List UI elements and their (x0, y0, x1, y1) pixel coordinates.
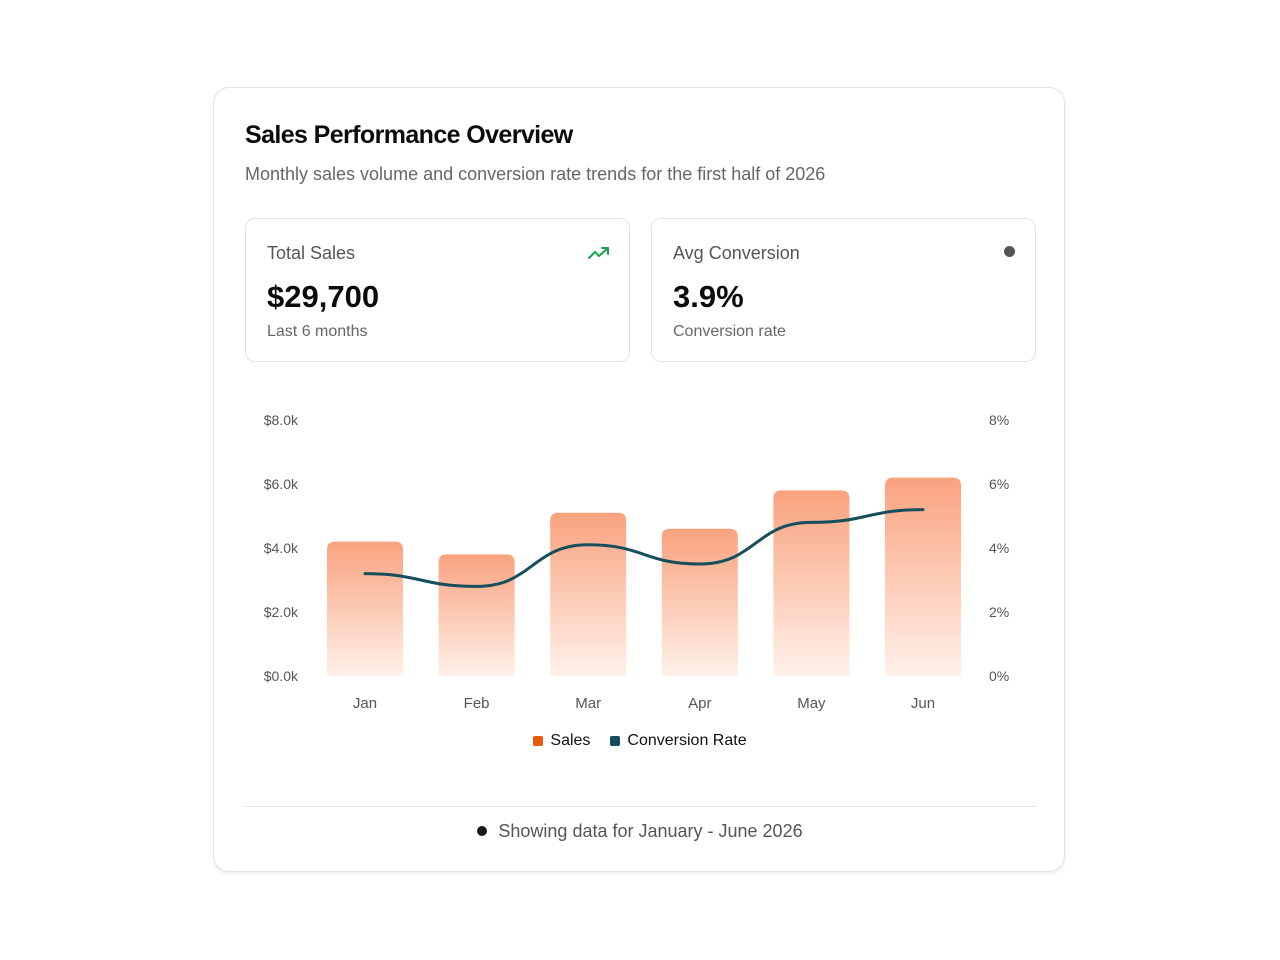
conversion-rate-swatch (610, 736, 621, 746)
status-dot-icon (477, 826, 488, 836)
avg-conversion-stat: Avg Conversion 3.9% Conversion rate (651, 218, 1036, 362)
sales-conversion-chart: $0.0k $2.0k $4.0k $6.0k $8.0k 0% 2% 4% 6% 8% Jan Fe… (264, 412, 1009, 712)
sales-bar (550, 512, 627, 676)
avg-conversion-label: Avg Conversion (673, 243, 800, 263)
total-sales-caption: Last 6 months (267, 323, 368, 340)
x-tick-label: Jun (911, 695, 935, 712)
y-right-tick-label: 8% (989, 412, 1009, 428)
card-footer: Showing data for January - June 2026 (214, 819, 1066, 843)
avg-conversion-value: 3.9% (673, 279, 744, 314)
y-right-tick-label: 2% (989, 604, 1009, 620)
card-subtitle: Monthly sales volume and conversion rate… (245, 164, 826, 184)
x-tick-label: May (797, 695, 826, 712)
sales-bar (885, 477, 961, 676)
footer-text: Showing data for January - June 2026 (498, 820, 803, 841)
x-tick-label: Mar (575, 695, 601, 712)
avg-conversion-caption: Conversion rate (673, 323, 786, 340)
sales-bar (438, 554, 515, 676)
x-tick-label: Feb (464, 695, 490, 712)
sales-bar (661, 528, 738, 676)
legend-item-sales[interactable]: Sales (533, 732, 590, 750)
chart-legend: Sales Conversion Rate (214, 730, 1066, 752)
total-sales-value: $29,700 (267, 279, 380, 314)
sales-swatch (533, 736, 544, 746)
sales-performance-card: Sales Performance Overview Monthly sales… (213, 87, 1065, 872)
y-left-tick-label: $6.0k (264, 476, 299, 492)
total-sales-label: Total Sales (267, 243, 356, 263)
y-right-tick-label: 4% (989, 540, 1009, 556)
trending-up-icon (588, 247, 609, 259)
y-left-tick-label: $2.0k (264, 604, 299, 620)
x-tick-label: Jan (353, 695, 377, 712)
x-tick-label: Apr (688, 695, 711, 712)
y-left-tick-label: $8.0k (264, 412, 299, 428)
legend-sales-label: Sales (550, 732, 591, 749)
total-sales-stat: Total Sales $29,700 Last 6 months (245, 218, 630, 362)
y-right-tick-label: 0% (989, 668, 1009, 684)
legend-conversion-rate-label: Conversion Rate (627, 732, 747, 749)
legend-item-conversion-rate[interactable]: Conversion Rate (610, 732, 747, 750)
conversion-rate-line (363, 508, 925, 588)
card-title: Sales Performance Overview (245, 121, 573, 149)
sales-bar (773, 490, 850, 676)
y-right-tick-label: 6% (989, 476, 1009, 492)
sales-bar (327, 541, 403, 676)
y-left-tick-label: $0.0k (264, 668, 299, 684)
footer-divider (245, 806, 1036, 807)
y-left-tick-label: $4.0k (264, 540, 299, 556)
dot-icon (1004, 246, 1015, 257)
